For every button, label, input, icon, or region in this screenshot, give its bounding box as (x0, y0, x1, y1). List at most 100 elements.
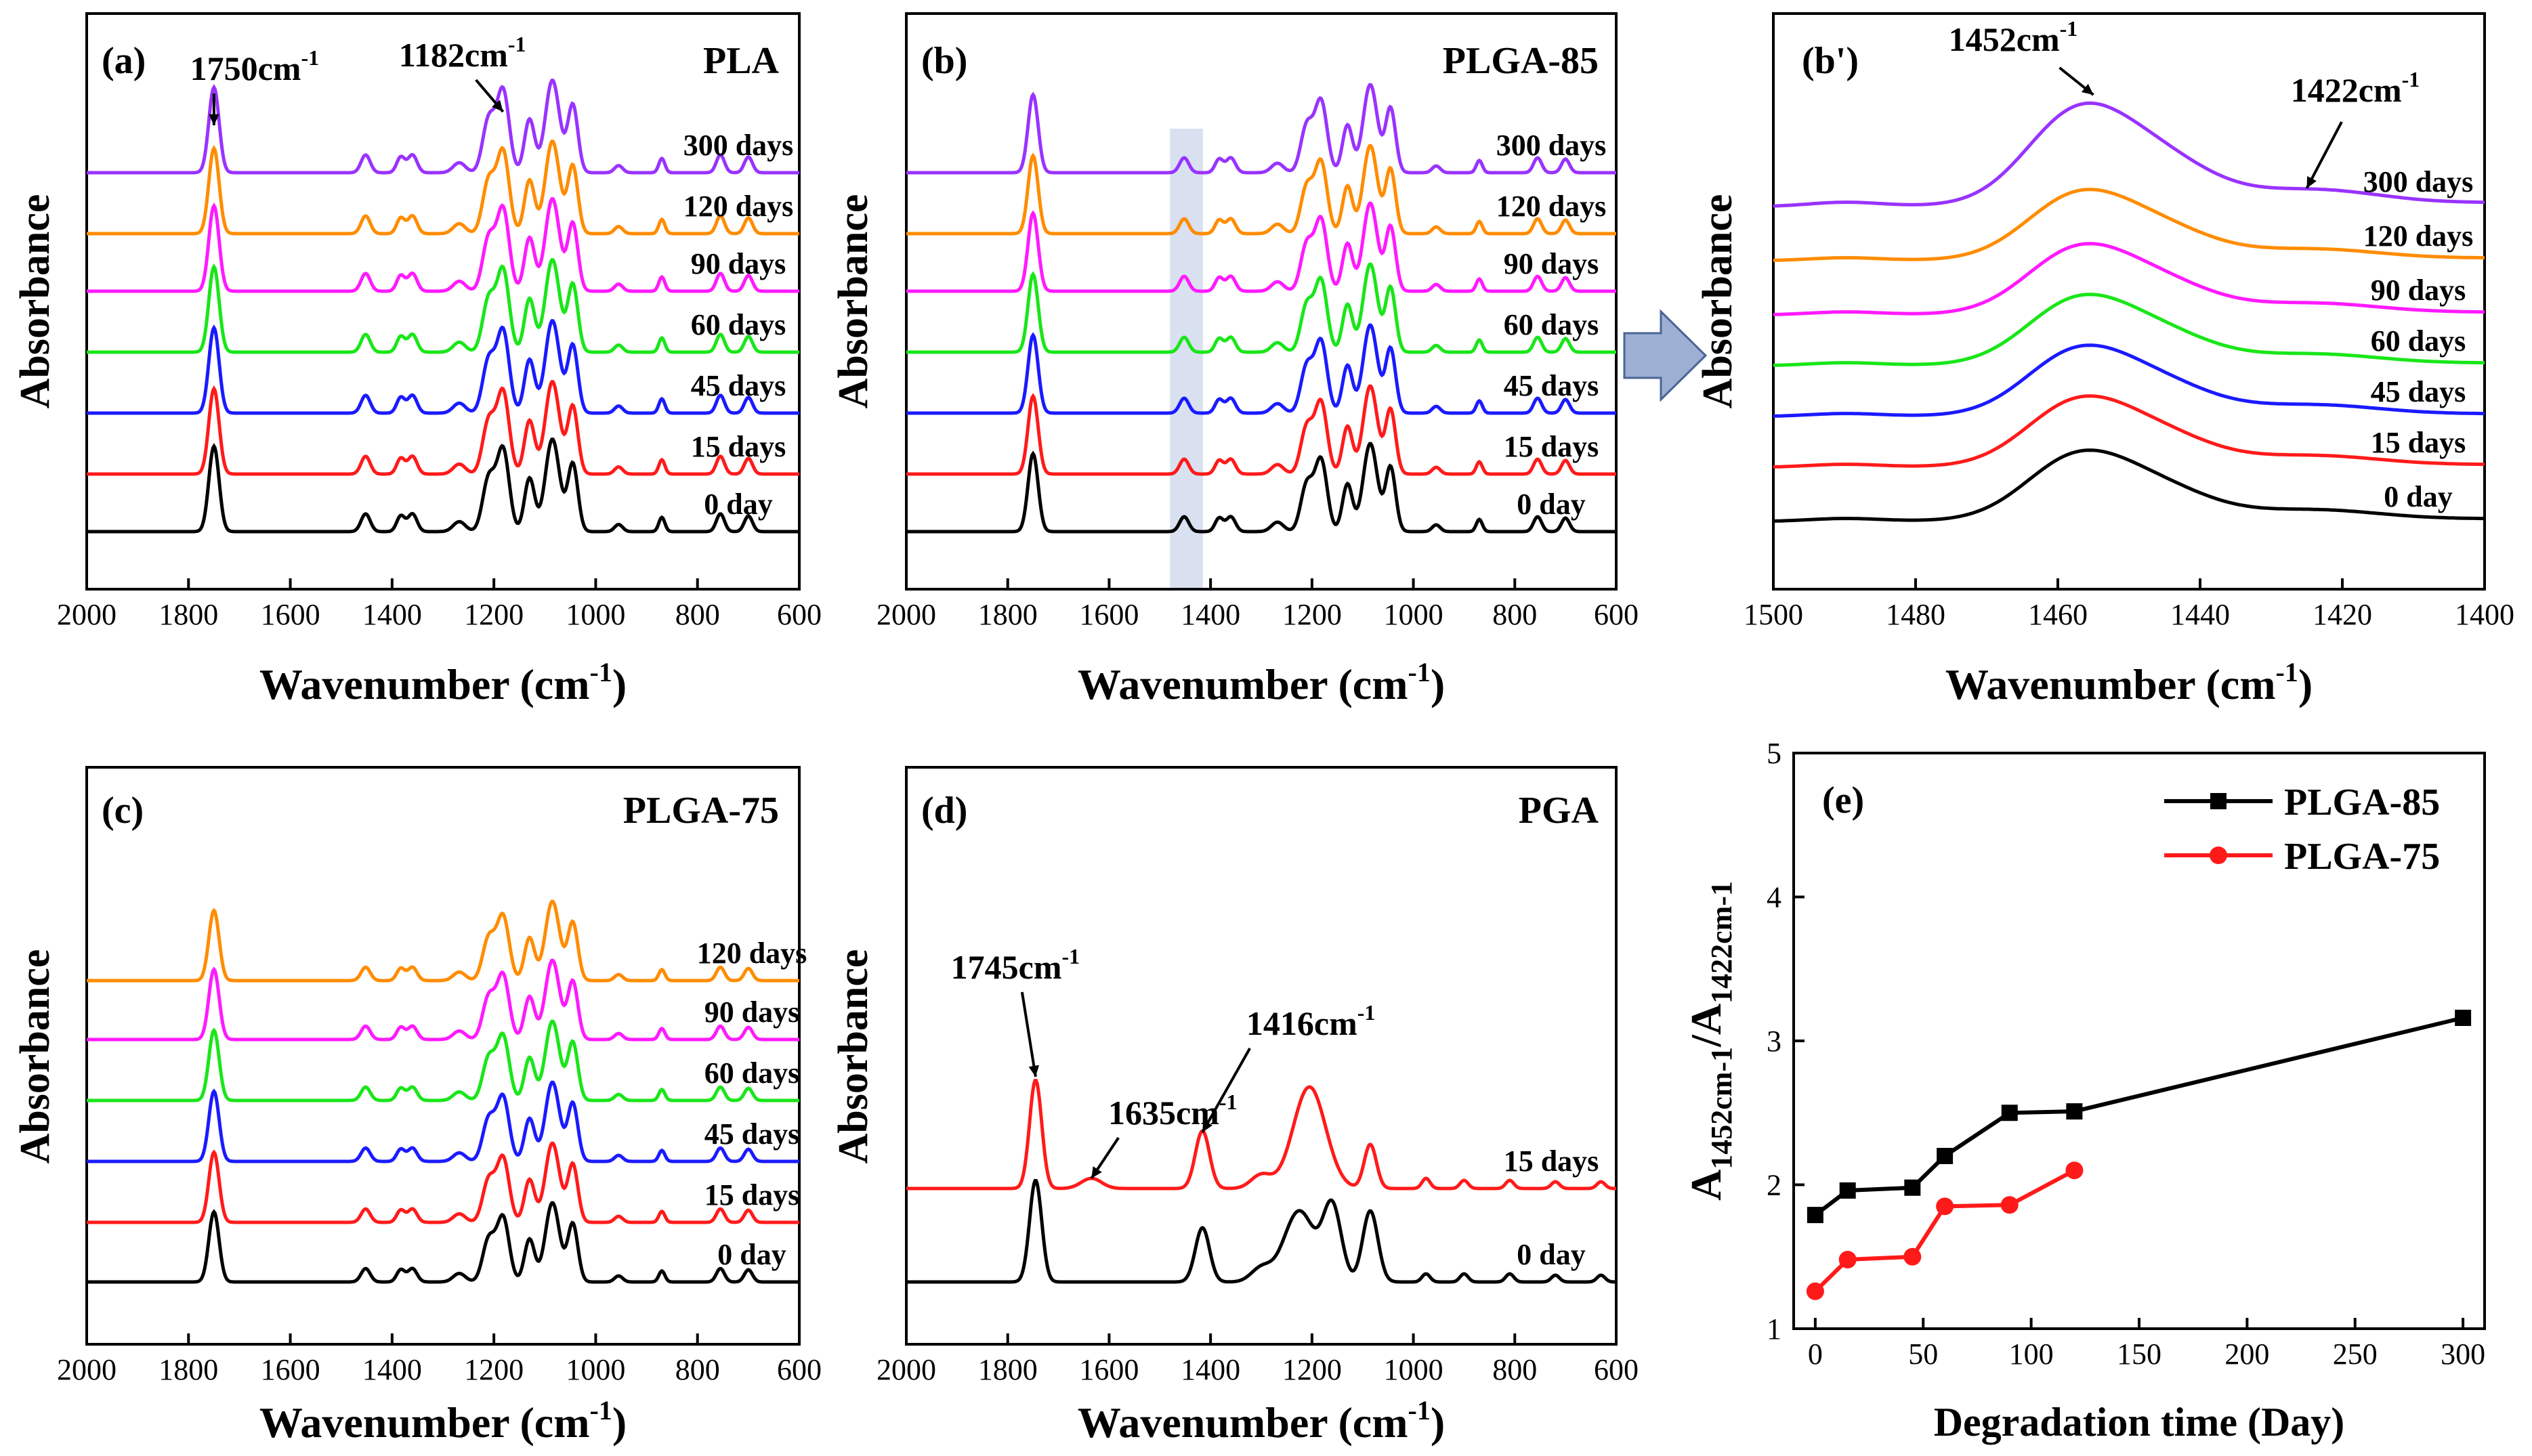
series-label-90-days: 90 days (2371, 274, 2466, 307)
x-tick-label: 1200 (1282, 598, 1342, 631)
y-tick-label: 5 (1767, 737, 1781, 770)
point-plga-75-60 (1936, 1197, 1954, 1216)
panel-b-prime-xticks: 1500 1480 1460 1440 1420 1400 (1744, 578, 2514, 631)
x-tick-label: 600 (777, 598, 822, 631)
panel-b-xlabel: Wavenumber (cm-1) (1078, 657, 1445, 708)
series-label-60-days: 60 days (2371, 324, 2466, 358)
x-tick-label: 1600 (1079, 598, 1139, 631)
series-label-45-days: 45 days (2371, 375, 2466, 408)
panel-a-label: (a) (102, 40, 146, 82)
panel-a-annotations: 1750cm-1 1182cm-1 (190, 32, 526, 125)
x-tick-label: 1400 (2455, 598, 2514, 631)
legend-label-plga85: PLGA-85 (2284, 781, 2440, 823)
x-tick-label: 1800 (159, 1353, 218, 1386)
x-tick-label: 2000 (877, 1353, 936, 1386)
series-line-0-day (87, 1201, 799, 1284)
panel-b-prime-annotations: 1452cm-1 1422cm-1 (1949, 16, 2420, 189)
panel-b-series-labels: 0 day 15 days 45 days 60 days 90 days 120 day… (1496, 129, 1607, 521)
panel-b-ylabel: Absorbance (830, 194, 877, 409)
series-label-120-days: 120 days (1496, 190, 1607, 223)
panel-b-prime-frame (1772, 12, 2486, 591)
panel-b: 2000 1800 1600 1400 1200 1000 800 600 (b) PLGA-… (830, 12, 1639, 708)
series-line-45-days (87, 1080, 799, 1163)
x-tick-label: 2000 (57, 1353, 117, 1386)
panel-d-xticks: 2000 1800 1600 1400 1200 1000 800 600 (877, 1333, 1639, 1386)
annotation-arrow-1422 (2305, 121, 2343, 189)
series-line-300-days (1773, 101, 2485, 208)
panel-d-title: PGA (1519, 790, 1599, 832)
x-tick-label: 1600 (261, 1353, 320, 1386)
x-tick-label: 800 (1492, 598, 1537, 631)
annotation-1416: 1416cm-1 (1246, 1000, 1376, 1042)
x-tick-label: 1500 (1744, 598, 1803, 631)
series-label-60-days: 60 days (704, 1056, 800, 1090)
annotation-arrow-1416 (1201, 1048, 1251, 1133)
series-line-300-days (87, 79, 799, 175)
series-line-0-day (906, 442, 1616, 534)
x-tick-label: 1200 (1282, 1353, 1342, 1386)
x-tick-label: 1480 (1886, 598, 1945, 631)
series-label-300-days: 300 days (683, 129, 794, 162)
series-label-0-day: 0 day (1517, 1238, 1585, 1271)
series-label-90-days: 90 days (1504, 247, 1599, 280)
annotation-arrowhead-1750 (209, 114, 219, 125)
panel-a-frame (85, 12, 801, 591)
series-label-60-days: 60 days (1504, 308, 1599, 341)
x-tick-label: 1000 (566, 598, 625, 631)
x-tick-label: 1800 (978, 1353, 1038, 1386)
panel-e-ticks: 0 50 100 150 200 250 300 1 2 3 4 5 (1767, 737, 2485, 1371)
panel-b-curves (906, 83, 1616, 534)
x-tick-label: 600 (1594, 598, 1639, 631)
annotation-1635: 1635cm-1 (1108, 1090, 1238, 1132)
x-tick-label: 1440 (2170, 598, 2230, 631)
panel-b-prime-label: (b') (1802, 40, 1859, 82)
annotation-arrow-1745 (1020, 991, 1037, 1077)
panel-a-series-labels: 0 day 15 days 45 days 60 days 90 days 120 day… (683, 129, 794, 521)
series-label-120-days: 120 days (2363, 219, 2474, 253)
series-line-45-days (1773, 343, 2485, 418)
series-line-300-days (906, 83, 1616, 175)
panel-a-curves (87, 79, 799, 534)
y-tick-label: 1 (1767, 1312, 1781, 1346)
panel-b-frame (905, 12, 1618, 591)
legend-marker-plga75 (2210, 847, 2227, 864)
x-tick-label: 2000 (57, 598, 117, 631)
series-line-45-days (906, 323, 1616, 415)
panel-c-label: (c) (102, 790, 144, 832)
panel-a-xticks: 2000 1800 1600 1400 1200 1000 800 600 (57, 578, 822, 631)
legend-marker-plga85 (2210, 793, 2227, 809)
panel-e-legend: PLGA-85 PLGA-75 (2164, 781, 2440, 878)
annotation-1182: 1182cm-1 (399, 32, 526, 74)
x-tick-label: 1400 (362, 1353, 422, 1386)
x-tick-label: 1200 (464, 1353, 524, 1386)
x-tick-label: 300 (2441, 1337, 2485, 1371)
panel-d-label: (d) (921, 790, 967, 832)
x-tick-label: 50 (1908, 1337, 1938, 1371)
panel-e-series (1806, 1010, 2472, 1300)
series-line-60-days (87, 258, 799, 354)
panel-c-xticks: 2000 1800 1600 1400 1200 1000 800 600 (57, 1333, 822, 1386)
series-label-300-days: 300 days (1496, 129, 1607, 162)
point-plga-85-120 (2066, 1103, 2083, 1120)
series-label-120-days: 120 days (683, 190, 794, 223)
x-tick-label: 100 (2009, 1337, 2054, 1371)
point-plga-85-90 (2001, 1105, 2018, 1121)
panel-d: 2000 1800 1600 1400 1200 1000 800 600 (d) PGA A… (830, 766, 1639, 1447)
x-tick-label: 600 (777, 1353, 822, 1386)
x-tick-label: 800 (675, 1353, 720, 1386)
x-tick-label: 1400 (362, 598, 422, 631)
series-label-120-days: 120 days (697, 937, 807, 970)
annotation-arrowhead-1422 (2306, 176, 2317, 188)
annotation-1422: 1422cm-1 (2291, 67, 2420, 109)
x-tick-label: 1000 (1384, 598, 1443, 631)
panel-d-frame (905, 766, 1618, 1346)
point-plga-85-15 (1839, 1182, 1856, 1199)
series-line-0-day (906, 1179, 1616, 1284)
series-label-0-day: 0 day (2384, 480, 2452, 513)
series-line-90-days (87, 958, 799, 1042)
series-line-0-day (1773, 448, 2485, 523)
x-tick-label: 1800 (978, 598, 1038, 631)
series-line-120-days (906, 144, 1616, 236)
series-label-0-day: 0 day (704, 488, 772, 521)
